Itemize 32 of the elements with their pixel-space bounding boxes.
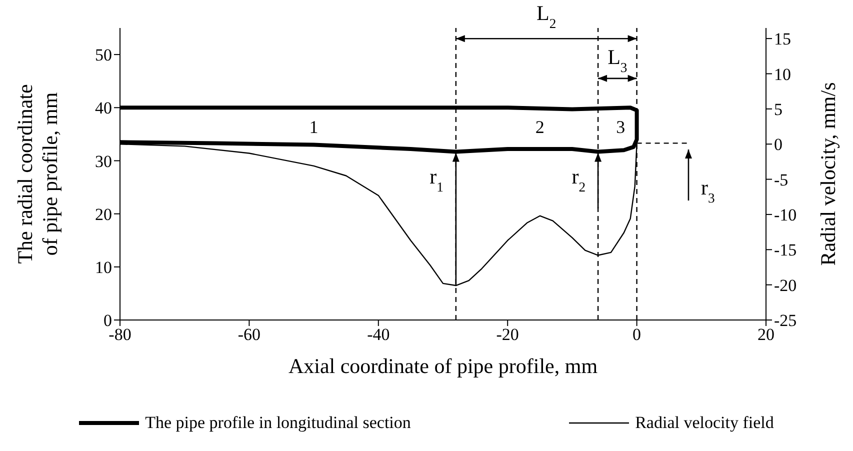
x-tick-label: -40 bbox=[367, 325, 390, 344]
annotation: L$_{3}$ bbox=[608, 45, 628, 75]
annotation: L$_{2}$ bbox=[536, 1, 556, 30]
y-tick-label: 10 bbox=[95, 258, 112, 277]
y2-tick-label: -25 bbox=[774, 311, 797, 330]
x-tick-label: -60 bbox=[238, 325, 261, 344]
y2-axis-title: Radial velocity, mm/s bbox=[816, 82, 840, 266]
legend-label: The pipe profile in longitudinal section bbox=[145, 413, 411, 433]
x-tick-label: 20 bbox=[758, 325, 774, 344]
annotation: r$_{3}$ bbox=[700, 175, 715, 205]
annotation: r$_{1}$ bbox=[430, 164, 444, 194]
y-tick-label: 50 bbox=[95, 46, 112, 65]
legend-label: Radial velocity field bbox=[635, 413, 774, 433]
x-tick-label: 0 bbox=[632, 325, 642, 344]
y2-tick-label: 10 bbox=[774, 64, 791, 84]
x-tick-label: -20 bbox=[496, 325, 519, 344]
y-tick-label: 30 bbox=[95, 152, 112, 171]
y2-tick-label: -5 bbox=[774, 170, 788, 190]
y2-tick-label: -15 bbox=[774, 240, 797, 260]
y2-tick-label: -10 bbox=[774, 205, 797, 224]
y-axis-title: The radial coordinate of pipe profile, mm bbox=[13, 84, 62, 264]
annotation: 3 bbox=[616, 117, 626, 138]
y2-tick-label: -20 bbox=[774, 276, 797, 295]
annotation: r$_{2}$ bbox=[572, 164, 586, 194]
y-tick-label: 20 bbox=[95, 204, 112, 224]
annotation: 2 bbox=[535, 117, 544, 138]
y2-tick-label: 15 bbox=[774, 30, 791, 49]
y2-tick-label: 0 bbox=[774, 135, 782, 154]
y-tick-label: 40 bbox=[95, 98, 112, 118]
x-axis-title: Axial coordinate of pipe profile, mm bbox=[288, 354, 598, 378]
y2-tick-label: 5 bbox=[774, 100, 782, 119]
annotation: 1 bbox=[309, 117, 318, 138]
